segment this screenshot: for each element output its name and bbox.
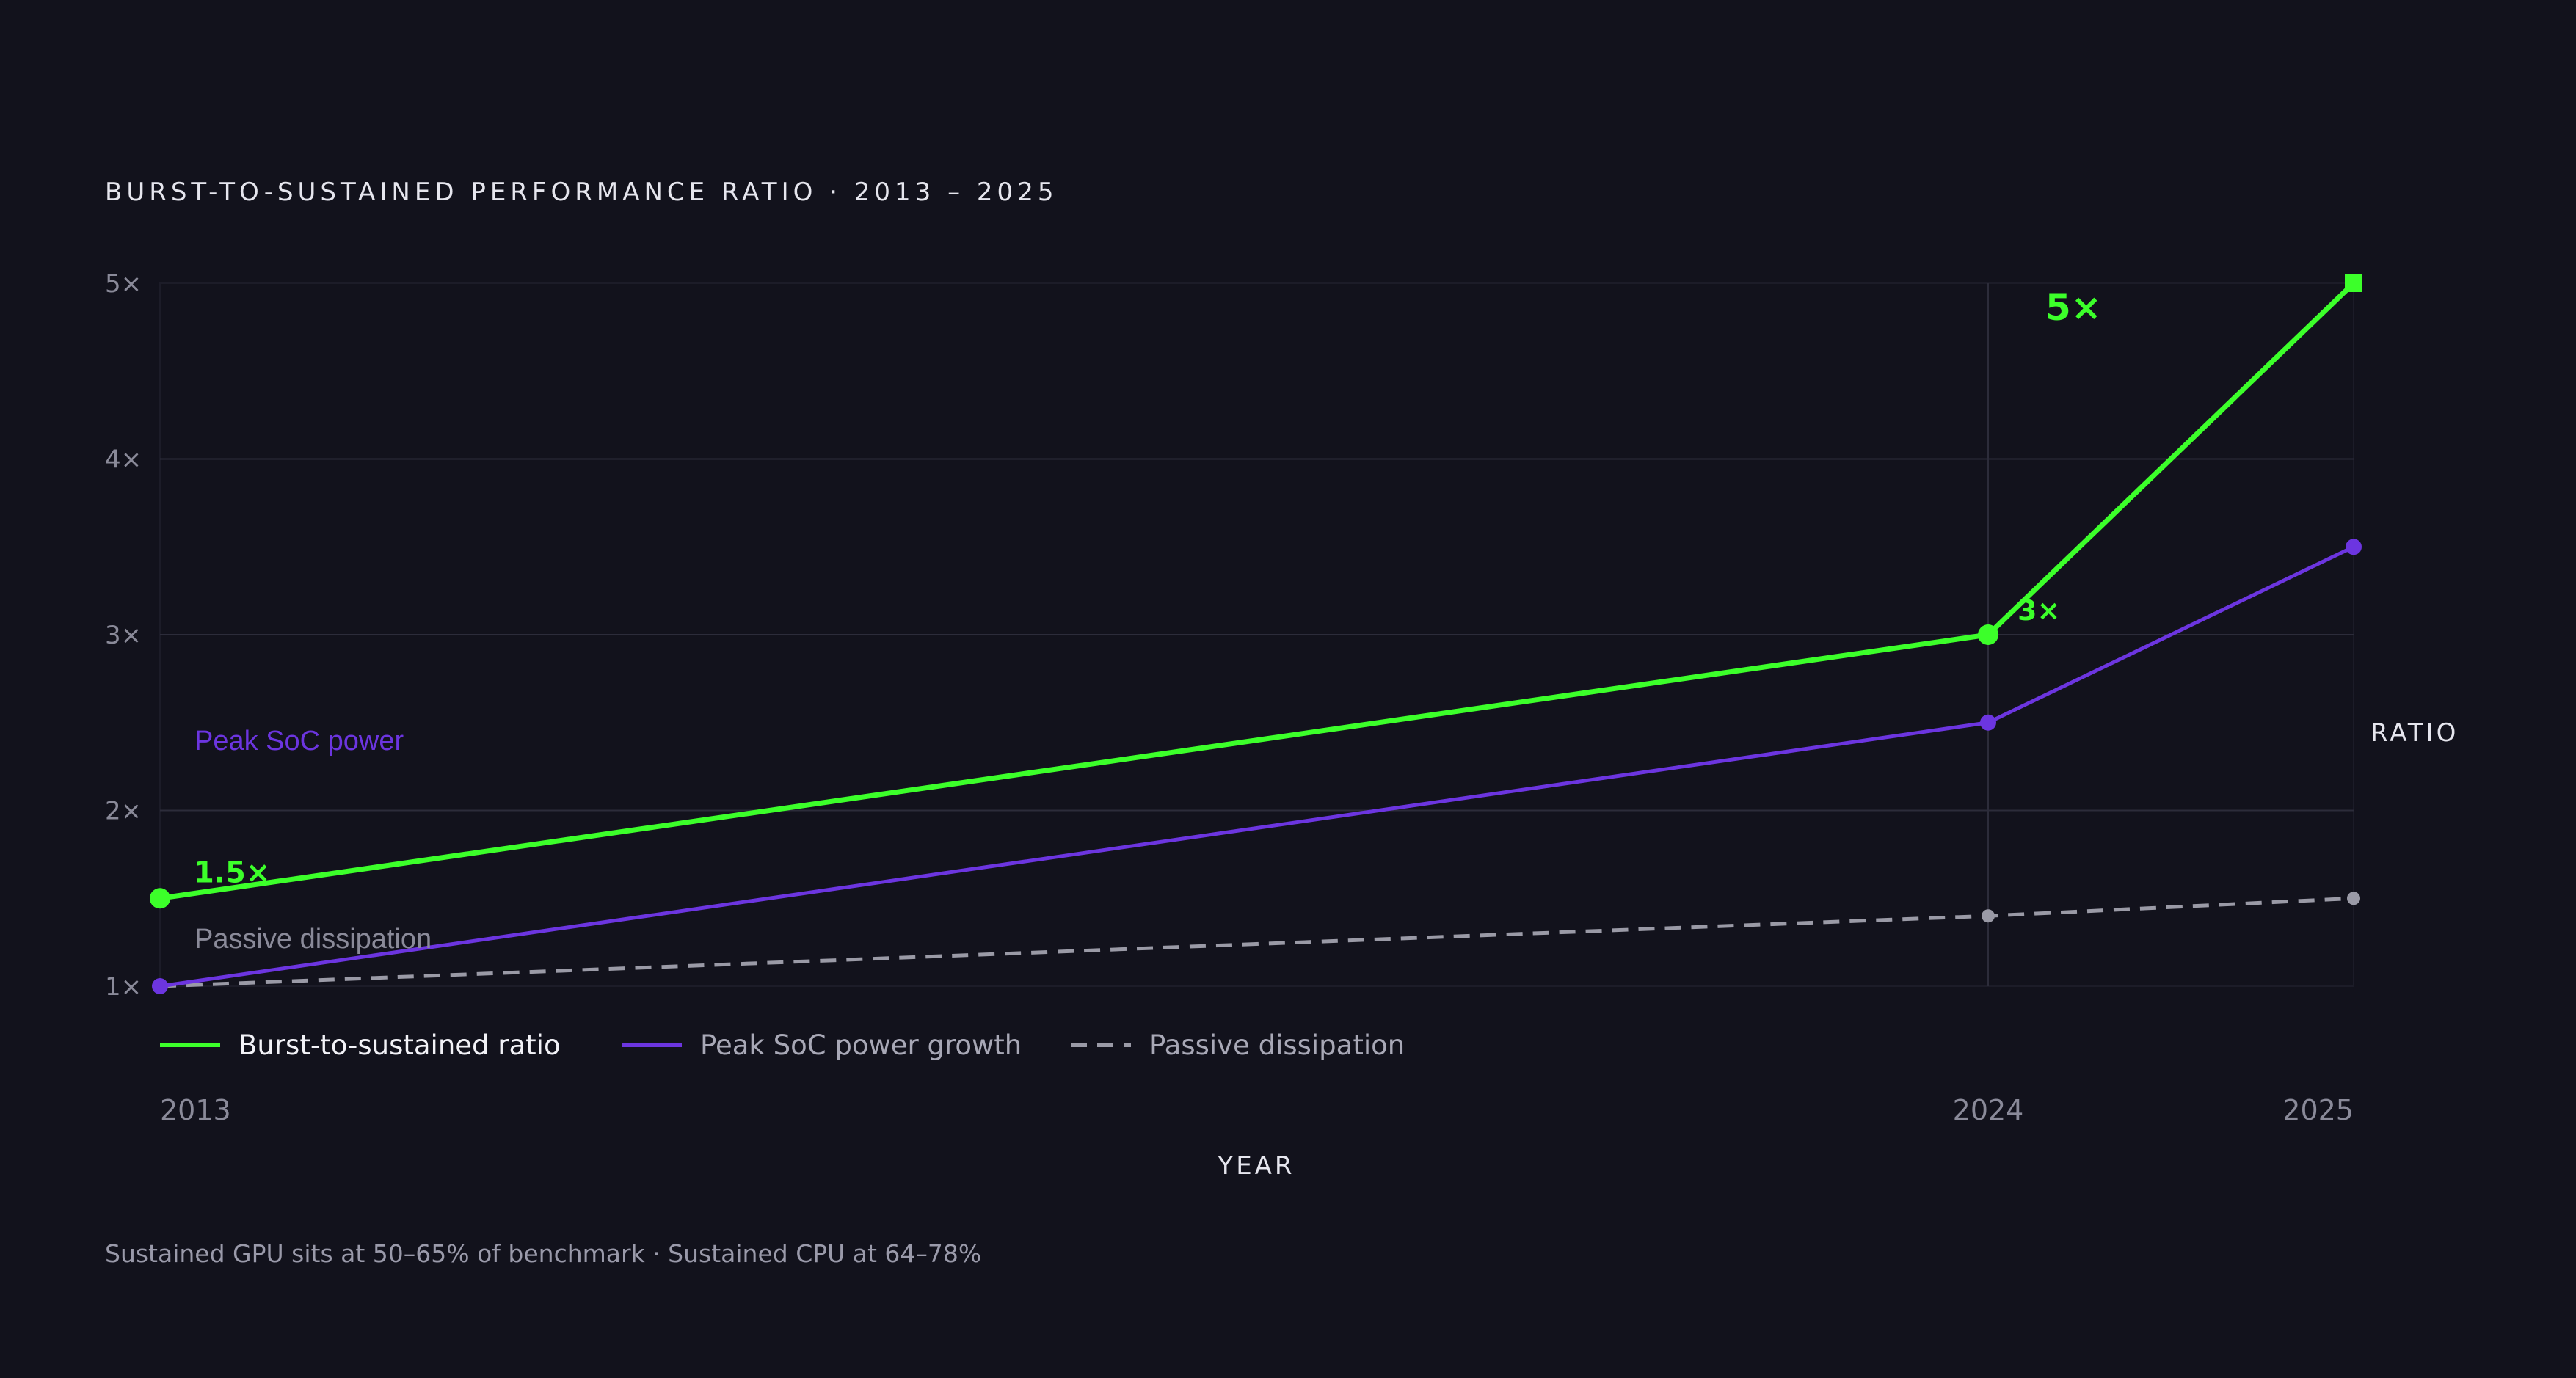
y-tick-label: 4× — [105, 445, 142, 475]
y-tick-label: 1× — [105, 972, 142, 1002]
x-tick-label: 2025 — [2282, 1094, 2354, 1126]
legend-label: Passive dissipation — [1149, 1029, 1405, 1061]
data-point-passive-dissipation — [2347, 892, 2360, 905]
y-tick-label: 3× — [105, 621, 142, 650]
data-point-burst-to-sustained-ratio — [2345, 274, 2362, 292]
data-point-burst-to-sustained-ratio — [1978, 624, 1998, 645]
legend-label: Burst-to-sustained ratio — [239, 1029, 561, 1061]
series-line-burst-to-sustained-ratio — [159, 281, 2356, 901]
inline-series-label: Peak SoC power — [194, 726, 404, 757]
series-line-passive-dissipation — [159, 896, 2354, 988]
legend: Burst-to-sustained ratio Peak SoC power g… — [160, 1029, 1405, 1061]
y-axis-label: RATIO — [2371, 718, 2459, 748]
annotation-label: 5× — [2045, 286, 2102, 329]
legend-item-burst-to-sustained-ratio: Burst-to-sustained ratio — [160, 1029, 561, 1061]
data-point-peak-soc-power-growth — [1980, 714, 1996, 731]
x-tick-label: 2024 — [1953, 1094, 2024, 1126]
series-layer — [150, 274, 2362, 994]
y-axis-ticks: 1× 2× 3× 4× 5× — [105, 269, 142, 1002]
annotations: 1.5× 3× 5× Peak SoC power Passive dissipatio… — [194, 286, 2102, 955]
x-axis-label: YEAR — [1217, 1151, 1295, 1181]
annotation-label: 3× — [2017, 594, 2060, 627]
legend-item-passive-dissipation: Passive dissipation — [1071, 1029, 1405, 1061]
y-tick-label: 5× — [105, 269, 142, 299]
data-point-peak-soc-power-growth — [152, 978, 168, 994]
grid — [159, 282, 2354, 987]
legend-label: Peak SoC power growth — [700, 1029, 1022, 1061]
x-axis-ticks: 2013 2024 2025 — [160, 1094, 2354, 1126]
chart-caption: Sustained GPU sits at 50–65% of benchmar… — [105, 1239, 981, 1268]
legend-item-peak-soc-power-growth: Peak SoC power growth — [622, 1029, 1022, 1061]
annotation-label: 1.5× — [194, 856, 270, 889]
x-tick-label: 2013 — [160, 1094, 231, 1126]
chart-title: BURST-TO-SUSTAINED PERFORMANCE RATIO · 2… — [105, 178, 1058, 207]
y-tick-label: 2× — [105, 797, 142, 826]
inline-series-label: Passive dissipation — [194, 924, 432, 955]
data-point-burst-to-sustained-ratio — [150, 888, 170, 909]
data-point-peak-soc-power-growth — [2346, 539, 2362, 555]
data-point-passive-dissipation — [1982, 909, 1995, 923]
